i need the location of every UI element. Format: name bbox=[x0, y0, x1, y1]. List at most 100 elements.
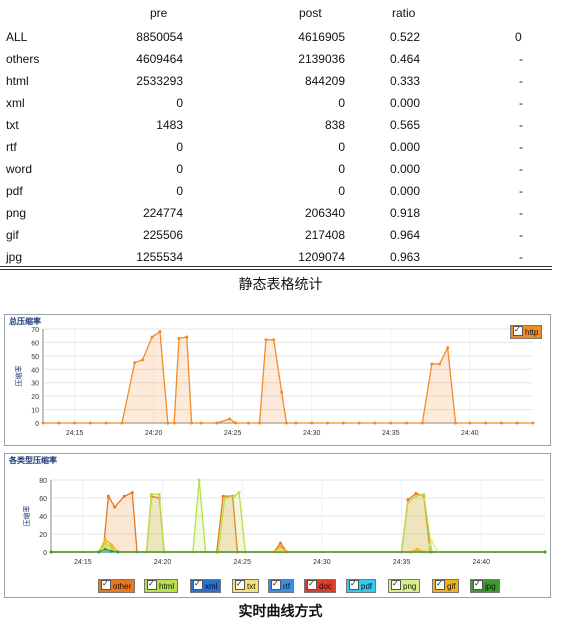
legend-toggle-gif[interactable]: gif bbox=[432, 578, 460, 593]
data-point bbox=[41, 421, 45, 425]
row-post: 4616905 bbox=[298, 30, 345, 44]
legend-toggle-http[interactable]: http bbox=[510, 324, 543, 339]
row-ratio: 0.000 bbox=[389, 140, 420, 154]
data-point bbox=[357, 421, 361, 425]
checkbox-icon bbox=[193, 578, 203, 590]
data-point bbox=[234, 421, 238, 425]
legend-label: http bbox=[525, 328, 539, 337]
legend-toggle-doc[interactable]: doc bbox=[304, 578, 336, 593]
legend-label: xml bbox=[205, 582, 218, 591]
row-name: html bbox=[6, 74, 29, 88]
row-extra: - bbox=[519, 140, 523, 154]
chart-title: 总压缩率 bbox=[9, 317, 41, 326]
checkbox-icon bbox=[391, 578, 401, 590]
x-tick-label: 24:30 bbox=[303, 430, 321, 437]
data-point bbox=[280, 390, 284, 394]
legend-label: rtf bbox=[283, 582, 291, 591]
row-name: txt bbox=[6, 118, 19, 132]
legend-toggle-pdf[interactable]: pdf bbox=[346, 578, 377, 593]
legend-toggle-xml[interactable]: xml bbox=[190, 578, 222, 593]
data-point bbox=[228, 417, 232, 421]
legend-toggle-html[interactable]: html bbox=[144, 578, 179, 593]
data-point bbox=[149, 492, 153, 496]
legend-toggle-jpg[interactable]: jpg bbox=[470, 578, 500, 593]
checkbox-icon bbox=[435, 578, 445, 590]
data-point bbox=[113, 505, 117, 509]
y-tick-label: 0 bbox=[35, 421, 39, 428]
row-post: 206340 bbox=[304, 206, 345, 220]
row-post: 0 bbox=[338, 162, 345, 176]
data-point bbox=[232, 494, 236, 498]
row-pre: 0 bbox=[176, 140, 183, 154]
legend-toggle-rtf[interactable]: rtf bbox=[268, 578, 295, 593]
checkbox-icon bbox=[271, 578, 281, 590]
x-tick-label: 24:15 bbox=[74, 559, 92, 566]
legend-label: other bbox=[113, 582, 132, 591]
row-ratio: 0.000 bbox=[389, 184, 420, 198]
row-name: pdf bbox=[6, 184, 23, 198]
data-point bbox=[57, 421, 61, 425]
data-point bbox=[278, 545, 282, 549]
row-name: png bbox=[6, 206, 27, 220]
data-point bbox=[420, 421, 424, 425]
data-point bbox=[197, 478, 201, 482]
row-ratio: 0.000 bbox=[389, 96, 420, 110]
type-compression-chart-panel: 各类型压缩率 0 20 40 60 80 24:15 24:20 24:25 24:30 24:3… bbox=[4, 453, 551, 598]
data-point bbox=[326, 421, 330, 425]
x-tick-label: 24:35 bbox=[382, 430, 400, 437]
data-point bbox=[389, 421, 393, 425]
data-point bbox=[406, 501, 410, 504]
data-point bbox=[373, 421, 377, 425]
table-row: word 0 0 0.000 - bbox=[0, 158, 561, 180]
x-tick-label: 24:20 bbox=[145, 430, 163, 437]
legend-toggle-png[interactable]: png bbox=[388, 578, 421, 593]
data-point bbox=[543, 550, 547, 554]
legend-toggle-txt[interactable]: txt bbox=[232, 578, 260, 593]
data-point bbox=[237, 491, 241, 495]
y-axis-label: 压缩率 bbox=[14, 366, 23, 387]
data-point bbox=[166, 421, 170, 425]
table-row: others 4609464 2139036 0.464 - bbox=[0, 48, 561, 70]
data-point bbox=[406, 498, 410, 502]
row-pre: 2533293 bbox=[136, 74, 183, 88]
data-point bbox=[284, 421, 288, 425]
data-point bbox=[110, 546, 114, 549]
x-tick-label: 24:40 bbox=[472, 559, 490, 566]
row-ratio: 0.522 bbox=[389, 30, 420, 44]
data-point bbox=[341, 421, 345, 425]
row-post: 838 bbox=[324, 118, 345, 132]
data-point bbox=[120, 421, 124, 425]
y-tick-label: 60 bbox=[39, 496, 47, 503]
legend-label: doc bbox=[319, 582, 332, 591]
row-name: rtf bbox=[6, 140, 17, 154]
row-name: jpg bbox=[6, 250, 23, 264]
row-extra: - bbox=[519, 52, 523, 66]
y-tick-label: 80 bbox=[39, 478, 47, 485]
data-point bbox=[122, 494, 126, 498]
data-point bbox=[73, 421, 77, 425]
x-tick-label: 24:20 bbox=[154, 559, 172, 566]
y-tick-label: 20 bbox=[39, 532, 47, 539]
row-pre: 0 bbox=[176, 162, 183, 176]
data-point bbox=[97, 550, 101, 554]
row-extra: - bbox=[519, 96, 523, 110]
table-row: html 2533293 844209 0.333 - bbox=[0, 70, 561, 92]
data-point bbox=[422, 492, 426, 496]
data-point bbox=[103, 545, 107, 549]
row-extra: - bbox=[519, 74, 523, 88]
series-line-jpg bbox=[51, 548, 545, 553]
row-name: gif bbox=[6, 228, 19, 242]
data-point bbox=[199, 421, 203, 425]
x-tick-label: 24:30 bbox=[313, 559, 331, 566]
row-extra: - bbox=[519, 118, 523, 132]
data-point bbox=[190, 421, 194, 425]
y-tick-label: 10 bbox=[31, 408, 39, 415]
table-row: pdf 0 0 0.000 - bbox=[0, 180, 561, 202]
x-tick-label: 24:25 bbox=[224, 430, 242, 437]
y-tick-label: 40 bbox=[39, 514, 47, 521]
checkbox-icon bbox=[349, 578, 359, 590]
legend-label: gif bbox=[447, 582, 456, 591]
row-ratio: 0.918 bbox=[389, 206, 420, 220]
table-row: ALL 8850054 4616905 0.522 0 bbox=[0, 26, 561, 48]
legend-toggle-other[interactable]: other bbox=[98, 578, 136, 593]
